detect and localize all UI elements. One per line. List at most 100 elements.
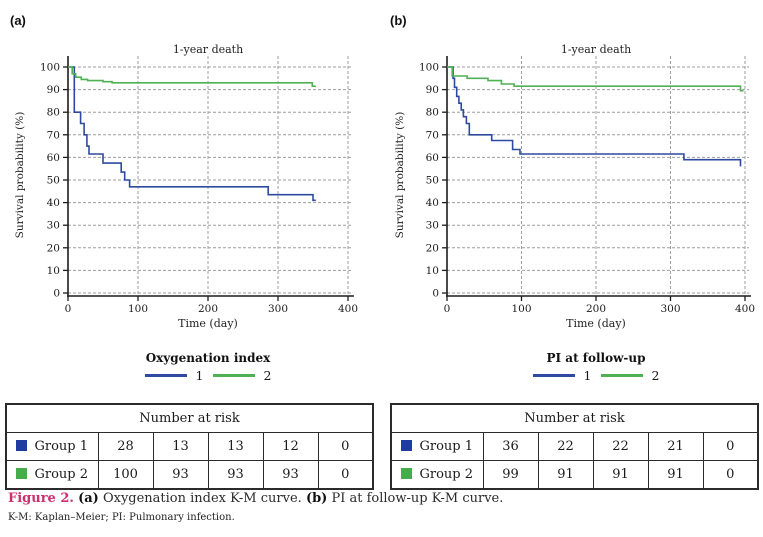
y-tick-label: 100 (419, 62, 439, 74)
x-tick-label: 100 (511, 303, 531, 315)
risk-value: 93 (207, 460, 264, 490)
risk-table-b: Number at risk Group 1 36 22 22 21 0 Gro… (390, 403, 759, 490)
legend-b-label-1: 1 (583, 368, 592, 383)
y-tick-label: 90 (47, 84, 60, 96)
table-row: Group 1 28 13 13 12 0 (5, 432, 374, 461)
risk-value: 13 (152, 432, 209, 461)
table-row: Group 1 36 22 22 21 0 (390, 432, 759, 461)
risk-value: 0 (702, 460, 759, 490)
legend-a-title: Oxygenation index (145, 351, 271, 365)
risk-value: 99 (482, 460, 539, 490)
y-tick-label: 0 (53, 288, 60, 300)
risk-a-group1-cell: Group 1 (5, 432, 99, 461)
y-tick-label: 30 (47, 220, 60, 232)
risk-value: 12 (262, 432, 319, 461)
x-tick-label: 0 (444, 303, 451, 315)
y-tick-label: 40 (426, 197, 439, 209)
group1-label: Group 1 (419, 439, 474, 454)
y-tick-label: 20 (426, 242, 439, 254)
caption-part-a-text: Oxygenation index K-M curve. (102, 491, 302, 506)
group2-label: Group 2 (34, 467, 89, 482)
caption-part-a-label: (a) (78, 491, 99, 506)
y-tick-label: 0 (432, 288, 439, 300)
risk-value: 91 (592, 460, 649, 490)
group1-label: Group 1 (34, 439, 89, 454)
risk-value: 93 (262, 460, 319, 490)
group1-swatch (16, 440, 28, 451)
risk-value: 21 (647, 432, 704, 461)
y-tick-label: 50 (47, 175, 60, 187)
y-tick-label: 90 (426, 84, 439, 96)
y-tick-label: 70 (426, 129, 439, 141)
chart-a-xlabel: Time (day) (178, 317, 238, 330)
risk-value: 13 (207, 432, 264, 461)
caption-footnote: K-M: Kaplan–Meier; PI: Pulmonary infecti… (8, 512, 235, 523)
y-tick-label: 60 (426, 152, 439, 164)
x-tick-label: 0 (65, 303, 72, 315)
figure-label: Figure 2. (8, 491, 74, 506)
risk-table-b-title: Number at risk (390, 403, 759, 433)
risk-table-a-header-row: Number at risk (5, 403, 374, 433)
risk-table-b-header-row: Number at risk (390, 403, 759, 433)
caption-part-b-text: PI at follow-up K-M curve. (331, 491, 504, 506)
table-row: Group 2 99 91 91 91 0 (390, 460, 759, 490)
legend-a-line-1 (144, 374, 187, 377)
group2-label: Group 2 (419, 467, 474, 482)
x-tick-label: 400 (338, 303, 358, 315)
chart-b-title: 1-year death (560, 43, 632, 56)
risk-a-group2-cell: Group 2 (5, 460, 99, 490)
risk-value: 0 (702, 432, 759, 461)
km-curve-group-1 (447, 66, 742, 167)
y-tick-label: 70 (47, 129, 60, 141)
risk-value: 36 (482, 432, 539, 461)
km-chart-b: 0 10 20 30 40 50 60 70 80 90 100 0 100 200 300 400 (419, 56, 755, 315)
km-curve-group-1 (68, 66, 316, 202)
risk-value: 0 (317, 460, 374, 490)
y-tick-label: 30 (426, 220, 439, 232)
risk-value: 93 (152, 460, 209, 490)
group2-swatch (16, 468, 28, 479)
legend-a-items: 1 2 (68, 368, 348, 383)
table-row: Group 2 100 93 93 93 0 (5, 460, 374, 490)
legend-a-label-2: 2 (263, 368, 272, 383)
panel-a-label: (a) (10, 13, 26, 28)
x-tick-label: 200 (586, 303, 606, 315)
chart-b-xlabel: Time (day) (566, 317, 626, 330)
y-tick-label: 10 (426, 265, 439, 277)
risk-value: 0 (317, 432, 374, 461)
risk-table-a-title: Number at risk (5, 403, 374, 433)
chart-a-title: 1-year death (172, 43, 244, 56)
risk-value: 22 (537, 432, 594, 461)
group2-swatch (401, 468, 413, 479)
legend-b-title: PI at follow-up (546, 351, 646, 365)
risk-b-group2-cell: Group 2 (390, 460, 484, 490)
y-tick-label: 10 (47, 265, 60, 277)
legend-b-line-1 (532, 374, 575, 377)
x-tick-label: 300 (268, 303, 288, 315)
x-tick-label: 400 (735, 303, 755, 315)
y-tick-label: 100 (40, 62, 60, 74)
y-tick-label: 50 (426, 175, 439, 187)
legend-a-line-2 (212, 374, 255, 377)
km-curve-group-2 (447, 66, 744, 92)
risk-table-a: Number at risk Group 1 28 13 13 12 0 Gro… (5, 403, 374, 490)
y-tick-label: 60 (47, 152, 60, 164)
risk-value: 100 (97, 460, 154, 490)
caption-part-b-label: (b) (305, 491, 328, 506)
panel-b-label: (b) (390, 13, 407, 28)
km-chart-a: 0 10 20 30 40 50 60 70 80 90 100 0 100 200 300 400 (40, 56, 358, 315)
risk-b-group1-cell: Group 1 (390, 432, 484, 461)
risk-value: 91 (647, 460, 704, 490)
figure-caption: Figure 2. (a) Oxygenation index K-M curv… (8, 491, 503, 506)
legend-a-label-1: 1 (195, 368, 204, 383)
y-tick-label: 80 (47, 107, 60, 119)
y-tick-label: 20 (47, 242, 60, 254)
risk-value: 91 (537, 460, 594, 490)
legend-b-line-2 (600, 374, 643, 377)
x-tick-label: 200 (198, 303, 218, 315)
chart-a-legend: Oxygenation index 1 2 (68, 351, 348, 383)
legend-b-label-2: 2 (651, 368, 660, 383)
x-tick-label: 100 (128, 303, 148, 315)
y-tick-label: 80 (426, 107, 439, 119)
